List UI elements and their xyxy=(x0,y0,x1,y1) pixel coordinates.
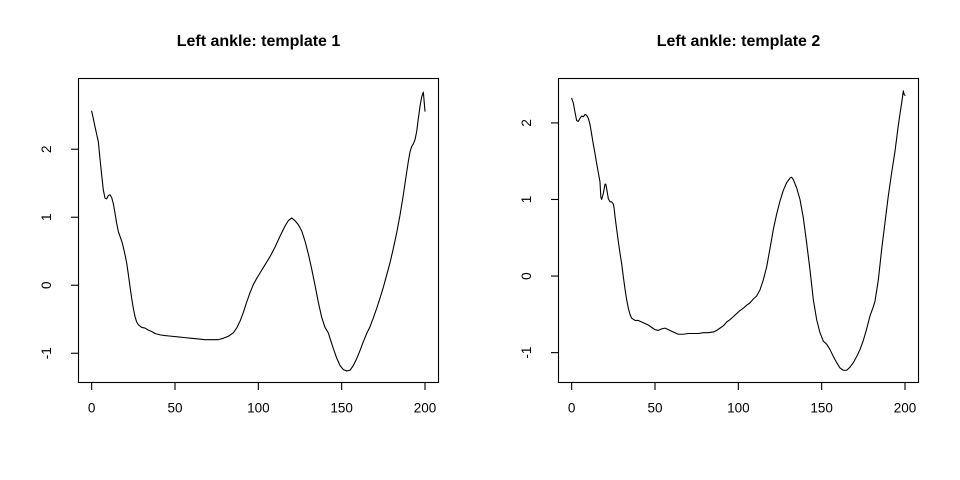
y-axis-tick-label: 1 xyxy=(39,213,54,221)
x-axis-tick-label: 100 xyxy=(727,401,750,416)
y-axis-tick-label: 2 xyxy=(39,145,54,153)
y-axis-tick-label: 0 xyxy=(519,272,534,280)
x-axis-tick-label: 0 xyxy=(88,401,96,416)
y-axis-tick-label: 1 xyxy=(519,196,534,204)
y-axis-tick-label: 2 xyxy=(519,119,534,127)
x-axis-tick-label: 50 xyxy=(167,401,182,416)
x-axis-tick-label: 200 xyxy=(894,401,917,416)
y-axis-tick-label: -1 xyxy=(519,347,534,359)
plot-svg-1: Left ankle: template 1 0 50 100 150 200 -1 0 1 2 xyxy=(39,33,440,416)
plot-left-ankle-template-1: Left ankle: template 1 0 50 100 150 200 -1 0 1 2 xyxy=(39,33,440,416)
plot-title: Left ankle: template 2 xyxy=(657,33,821,50)
x-axis-tick-label: 100 xyxy=(247,401,270,416)
plot-box xyxy=(77,77,440,384)
axes-group: 0 50 100 150 200 -1 0 1 2 xyxy=(519,119,916,415)
y-axis-tick-label: -1 xyxy=(39,347,54,359)
x-axis-tick-label: 150 xyxy=(810,401,833,416)
plot-left-ankle-template-2: Left ankle: template 2 0 50 100 150 200 -1 0 1 2 xyxy=(480,0,960,480)
plot-box xyxy=(557,77,920,384)
plot-svg-2: Left ankle: template 2 0 50 100 150 200 -1 0 1 2 xyxy=(519,33,920,416)
series-group xyxy=(571,90,906,371)
series-group xyxy=(91,91,426,372)
x-axis-tick-label: 50 xyxy=(647,401,662,416)
x-axis-tick-label: 0 xyxy=(568,401,576,416)
data-curve xyxy=(571,90,906,371)
y-axis-tick-label: 0 xyxy=(39,281,54,289)
x-axis-tick-label: 200 xyxy=(414,401,437,416)
data-curve xyxy=(91,91,426,372)
plot-title: Left ankle: template 1 xyxy=(177,33,341,50)
axes-group: 0 50 100 150 200 -1 0 1 2 xyxy=(39,145,436,415)
x-axis-tick-label: 150 xyxy=(330,401,353,416)
